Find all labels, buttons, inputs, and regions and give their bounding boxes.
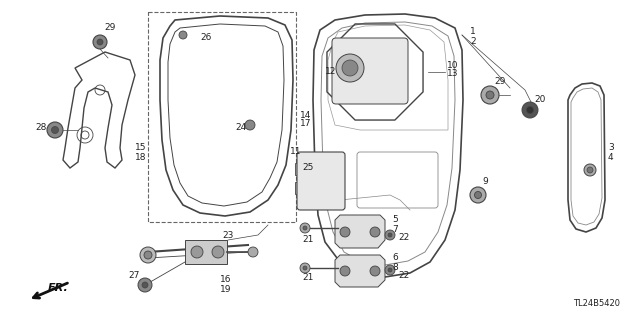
Circle shape xyxy=(144,251,152,259)
Text: 24: 24 xyxy=(235,123,246,132)
Polygon shape xyxy=(335,215,385,248)
Circle shape xyxy=(584,164,596,176)
Circle shape xyxy=(370,227,380,237)
Circle shape xyxy=(191,246,203,258)
Text: 21: 21 xyxy=(302,235,314,244)
Circle shape xyxy=(93,35,107,49)
Text: TL24B5420: TL24B5420 xyxy=(573,299,620,308)
Text: 21: 21 xyxy=(302,273,314,283)
Circle shape xyxy=(179,31,187,39)
Circle shape xyxy=(388,233,392,237)
Circle shape xyxy=(522,102,538,118)
Text: 4: 4 xyxy=(608,152,614,161)
Circle shape xyxy=(385,230,395,240)
Text: 17: 17 xyxy=(300,120,312,129)
Text: 23: 23 xyxy=(222,231,234,240)
Text: 22: 22 xyxy=(398,271,409,280)
Circle shape xyxy=(470,187,486,203)
Text: 25: 25 xyxy=(302,162,314,172)
Circle shape xyxy=(51,127,58,133)
Circle shape xyxy=(340,266,350,276)
Text: 11: 11 xyxy=(290,147,301,157)
Text: 27: 27 xyxy=(128,271,140,279)
Text: 8: 8 xyxy=(392,263,397,271)
Text: 20: 20 xyxy=(534,95,545,105)
Circle shape xyxy=(336,54,364,82)
Circle shape xyxy=(481,86,499,104)
Text: 15: 15 xyxy=(135,144,147,152)
Text: 18: 18 xyxy=(135,152,147,161)
Bar xyxy=(295,163,303,175)
Circle shape xyxy=(486,91,494,99)
Circle shape xyxy=(587,167,593,173)
Circle shape xyxy=(474,191,481,198)
Circle shape xyxy=(385,265,395,275)
Text: 5: 5 xyxy=(392,216,397,225)
Circle shape xyxy=(340,227,350,237)
Text: FR.: FR. xyxy=(48,283,68,293)
Text: 2: 2 xyxy=(470,36,476,46)
Circle shape xyxy=(388,268,392,272)
Circle shape xyxy=(142,282,148,288)
Circle shape xyxy=(97,39,103,45)
Circle shape xyxy=(245,120,255,130)
Circle shape xyxy=(303,266,307,270)
Text: 29: 29 xyxy=(104,24,115,33)
Circle shape xyxy=(300,223,310,233)
Circle shape xyxy=(138,278,152,292)
Text: 26: 26 xyxy=(200,33,211,42)
Text: 16: 16 xyxy=(220,276,232,285)
FancyBboxPatch shape xyxy=(297,152,345,210)
Text: 1: 1 xyxy=(470,27,476,36)
Text: 10: 10 xyxy=(447,61,458,70)
Circle shape xyxy=(212,246,224,258)
Text: 6: 6 xyxy=(392,254,397,263)
Polygon shape xyxy=(335,255,385,287)
Circle shape xyxy=(370,266,380,276)
Text: 28: 28 xyxy=(35,123,46,132)
Circle shape xyxy=(300,263,310,273)
Text: 29: 29 xyxy=(494,78,506,86)
Text: 22: 22 xyxy=(398,234,409,242)
Circle shape xyxy=(527,107,534,114)
Text: 12: 12 xyxy=(325,68,337,77)
Circle shape xyxy=(342,60,358,76)
Bar xyxy=(295,182,303,194)
Text: 7: 7 xyxy=(392,225,397,234)
Circle shape xyxy=(140,247,156,263)
Text: 3: 3 xyxy=(608,144,614,152)
Circle shape xyxy=(47,122,63,138)
FancyBboxPatch shape xyxy=(332,38,408,104)
Circle shape xyxy=(303,226,307,230)
Text: 13: 13 xyxy=(447,70,458,78)
Bar xyxy=(185,240,227,264)
Text: 14: 14 xyxy=(300,110,312,120)
Text: 9: 9 xyxy=(482,177,488,187)
Bar xyxy=(148,12,296,222)
Text: 19: 19 xyxy=(220,285,232,293)
Circle shape xyxy=(248,247,258,257)
